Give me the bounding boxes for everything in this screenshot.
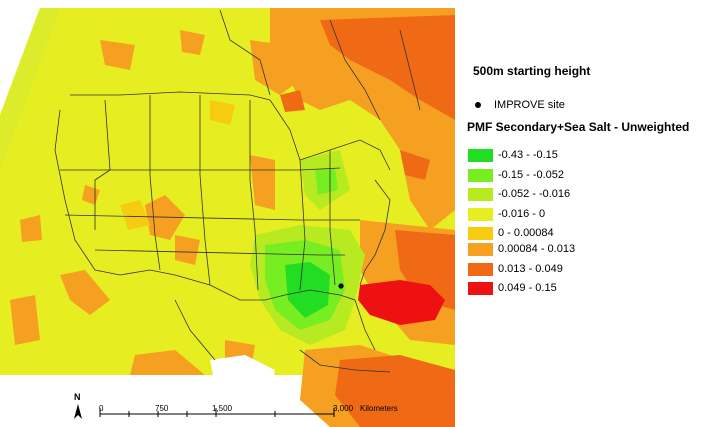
site-label: IMPROVE site <box>494 99 565 111</box>
domain-field-edge <box>0 8 60 170</box>
north-label: N <box>74 392 81 402</box>
north-arrow-icon <box>74 404 82 419</box>
class-label: -0.15 - -0.052 <box>498 169 565 181</box>
legend-panel: 500m starting height IMPROVE site PMF Se… <box>462 0 702 427</box>
legend-class-6: 0.00084 - 0.013 <box>468 242 575 256</box>
legend-class-1: -0.43 - -0.15 <box>468 148 558 162</box>
legend-class-4: -0.016 - 0 <box>468 207 545 221</box>
layer-title: PMF Secondary+Sea Salt - Unweighted <box>467 120 690 134</box>
class-swatch <box>468 168 493 182</box>
class-swatch <box>468 207 493 221</box>
map-title: 500m starting height <box>473 64 591 78</box>
class-swatch <box>468 226 493 240</box>
legend-class-2: -0.15 - -0.052 <box>468 168 564 182</box>
improve-site-marker <box>338 283 344 289</box>
scale-tick-750: 750 <box>155 404 169 413</box>
boundaries <box>54 9 421 373</box>
scale-unit: Kilometers <box>360 404 398 413</box>
class-swatch <box>468 242 493 256</box>
scale-bar <box>99 408 335 417</box>
class-swatch <box>468 148 493 162</box>
legend-class-8: 0.049 - 0.15 <box>468 281 557 295</box>
class-swatch <box>468 281 493 295</box>
site-dot-icon <box>475 102 481 108</box>
class-darkorange-areas <box>280 15 455 427</box>
legend-class-3: -0.052 - -0.016 <box>468 187 570 201</box>
legend-class-5: 0 - 0.00084 <box>468 226 554 240</box>
legend-site-row: IMPROVE site <box>475 99 565 111</box>
class-label: 0.013 - 0.049 <box>498 263 563 275</box>
map-canvas <box>0 8 455 427</box>
class-label: -0.016 - 0 <box>498 208 546 220</box>
class-label: 0.00084 - 0.013 <box>498 243 576 255</box>
class-swatch <box>468 262 493 276</box>
class-red-area <box>358 280 445 325</box>
class-label: 0 - 0.00084 <box>498 227 554 239</box>
legend-class-7: 0.013 - 0.049 <box>468 262 563 276</box>
scale-tick-1500: 1,500 <box>212 404 233 413</box>
scale-tick-0: 0 <box>99 404 104 413</box>
scale-tick-3000: 3,000 <box>333 404 354 413</box>
class-label: -0.43 - -0.15 <box>498 149 558 161</box>
class-label: -0.052 - -0.016 <box>498 188 571 200</box>
class-label: 0.049 - 0.15 <box>498 282 557 294</box>
class-swatch <box>468 187 493 201</box>
